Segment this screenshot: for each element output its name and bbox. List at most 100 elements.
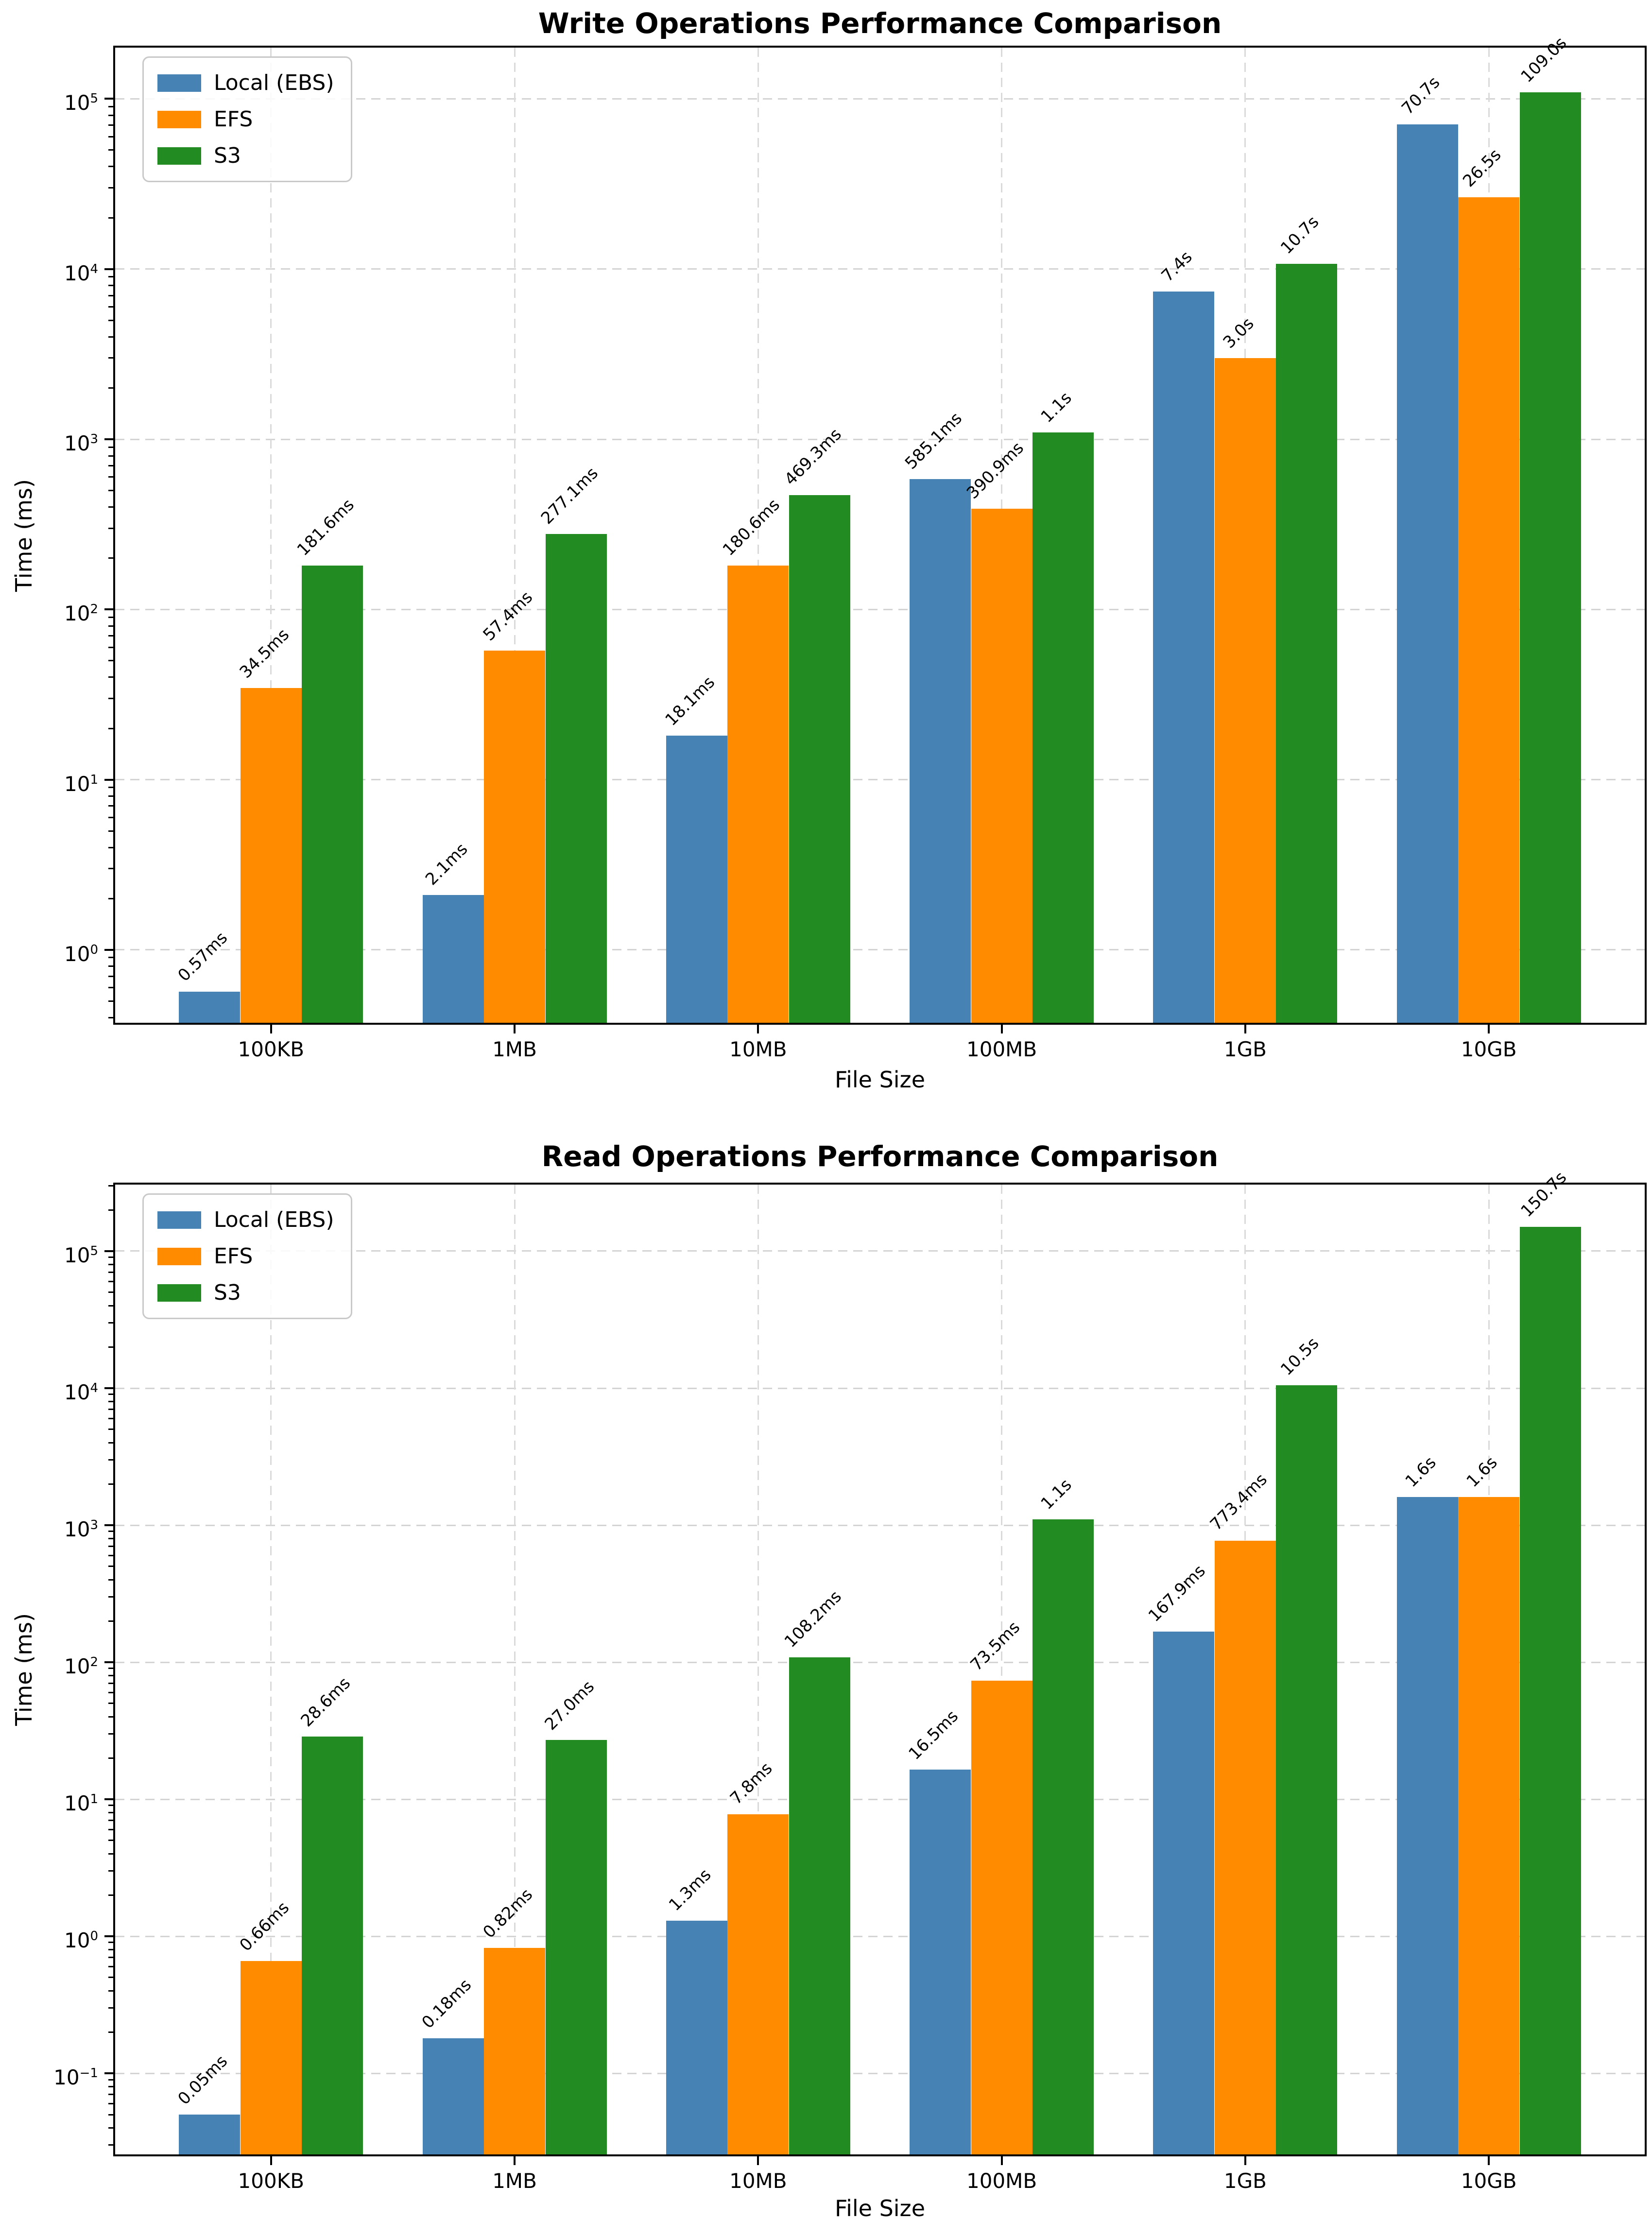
y-minor-tick: [108, 136, 113, 138]
bar-local-ebs--1mb: [422, 2038, 484, 2154]
legend-swatch-icon: [157, 1284, 201, 1302]
write-y-axis-label: Time (ms): [2, 48, 46, 1023]
y-tick-label: 104: [64, 1380, 98, 1404]
y-minor-tick: [108, 660, 113, 662]
x-tick: [270, 1025, 272, 1033]
y-minor-tick: [108, 1957, 113, 1959]
y-minor-tick: [108, 1546, 113, 1548]
bar-label-text: 277.1ms: [537, 464, 602, 529]
legend-label: EFS: [214, 107, 253, 132]
legend-swatch-icon: [157, 1211, 201, 1229]
legend-item: Local (EBS): [157, 1207, 334, 1232]
y-minor-tick: [108, 868, 113, 870]
bar-efs-100kb: [240, 688, 302, 1023]
y-minor-tick: [108, 276, 113, 278]
y-tick-label: 101: [64, 772, 98, 796]
bar-s3-100kb: [302, 565, 363, 1023]
y-gridline: [115, 1935, 1645, 1937]
bar-label-text: 0.18ms: [418, 1975, 475, 2033]
y-tick: [104, 1250, 113, 1252]
y-minor-tick: [108, 1409, 113, 1411]
x-tick: [1244, 1025, 1246, 1033]
y-minor-tick: [108, 1805, 113, 1807]
legend-label: Local (EBS): [214, 1207, 334, 1232]
bar-label-text: 26.5s: [1459, 145, 1505, 191]
y-minor-tick: [108, 795, 113, 797]
y-minor-tick: [108, 1683, 113, 1685]
bar-label-text: 181.6ms: [293, 495, 359, 560]
y-gridline: [115, 1250, 1645, 1252]
y-tick: [104, 268, 113, 270]
y-minor-tick: [108, 616, 113, 618]
bar-local-ebs--100mb: [910, 1769, 971, 2154]
y-minor-tick: [108, 1400, 113, 1402]
y-minor-tick: [108, 1291, 113, 1293]
y-minor-tick: [108, 987, 113, 989]
y-tick: [104, 1798, 113, 1801]
y-minor-tick: [108, 846, 113, 848]
legend-item: EFS: [157, 1244, 334, 1269]
legend-swatch-icon: [157, 1247, 201, 1265]
y-tick-label: 103: [64, 1517, 98, 1542]
bar-label-text: 28.6ms: [297, 1673, 355, 1731]
x-tick: [1488, 1025, 1490, 1033]
x-tick-label: 100KB: [238, 1037, 305, 1061]
y-minor-tick: [108, 830, 113, 832]
x-gridline: [514, 48, 516, 1023]
bar-local-ebs--10gb: [1396, 1497, 1458, 2154]
y-gridline: [115, 608, 1645, 610]
bar-local-ebs--100mb: [910, 479, 971, 1023]
x-tick-label: 10GB: [1461, 2169, 1517, 2193]
y-minor-tick: [108, 149, 113, 151]
y-minor-tick: [108, 446, 113, 448]
bar-label-text: 10.7s: [1277, 212, 1323, 258]
bar-label-text: 70.7s: [1397, 72, 1444, 119]
y-minor-tick: [108, 1537, 113, 1539]
x-tick-label: 10GB: [1461, 1037, 1517, 1061]
y-minor-tick: [108, 490, 113, 491]
read-chart-plot: 10−1 100 101 102 103 104 105 100KB 1MB 10MB 100MB 1…: [53, 1168, 1647, 2193]
bar-s3-10gb: [1519, 1226, 1581, 2154]
y-minor-tick: [108, 114, 113, 116]
y-minor-tick: [108, 1829, 113, 1831]
y-minor-tick: [108, 1394, 113, 1395]
y-minor-tick: [108, 1674, 113, 1676]
y-tick: [104, 1524, 113, 1527]
bar-efs-10mb: [727, 566, 789, 1023]
legend-label: S3: [214, 1280, 241, 1305]
bar-efs-1gb: [1214, 358, 1276, 1023]
y-minor-tick: [108, 124, 113, 126]
bar-label-text: 1.6s: [1463, 1453, 1501, 1492]
x-tick-label: 100KB: [238, 2169, 305, 2193]
x-gridline: [757, 48, 759, 1023]
y-minor-tick: [108, 1596, 113, 1598]
y-tick: [104, 438, 113, 441]
bar-label-text: 7.4s: [1157, 247, 1197, 286]
bar-label-text: 1.6s: [1401, 1453, 1440, 1492]
y-gridline: [115, 1524, 1645, 1526]
bar-label-text: 3.0s: [1219, 313, 1258, 352]
y-minor-tick: [108, 1185, 113, 1187]
legend-item: S3: [157, 143, 334, 168]
bar-label-text: 18.1ms: [661, 672, 719, 730]
x-tick: [514, 2156, 516, 2165]
x-tick: [1000, 1025, 1003, 1033]
y-minor-tick: [108, 455, 113, 457]
bar-label-text: 34.5ms: [236, 625, 293, 683]
read-x-axis-label: File Size: [834, 2195, 926, 2221]
y-minor-tick: [108, 1692, 113, 1694]
bar-label-text: 390.9ms: [963, 438, 1028, 503]
y-tick: [104, 1387, 113, 1389]
y-minor-tick: [108, 1820, 113, 1822]
x-gridline: [757, 1185, 759, 2154]
y-minor-tick: [108, 285, 113, 287]
x-tick: [1244, 2156, 1246, 2165]
y-tick-label: 102: [64, 602, 98, 626]
y-minor-tick: [108, 2031, 113, 2033]
bar-label-text: 0.66ms: [236, 1898, 293, 1955]
y-minor-tick: [108, 105, 113, 107]
bar-local-ebs--1gb: [1153, 291, 1215, 1023]
bar-label-text: 180.6ms: [719, 495, 784, 560]
y-minor-tick: [108, 2144, 113, 2146]
y-minor-tick: [108, 1442, 113, 1444]
